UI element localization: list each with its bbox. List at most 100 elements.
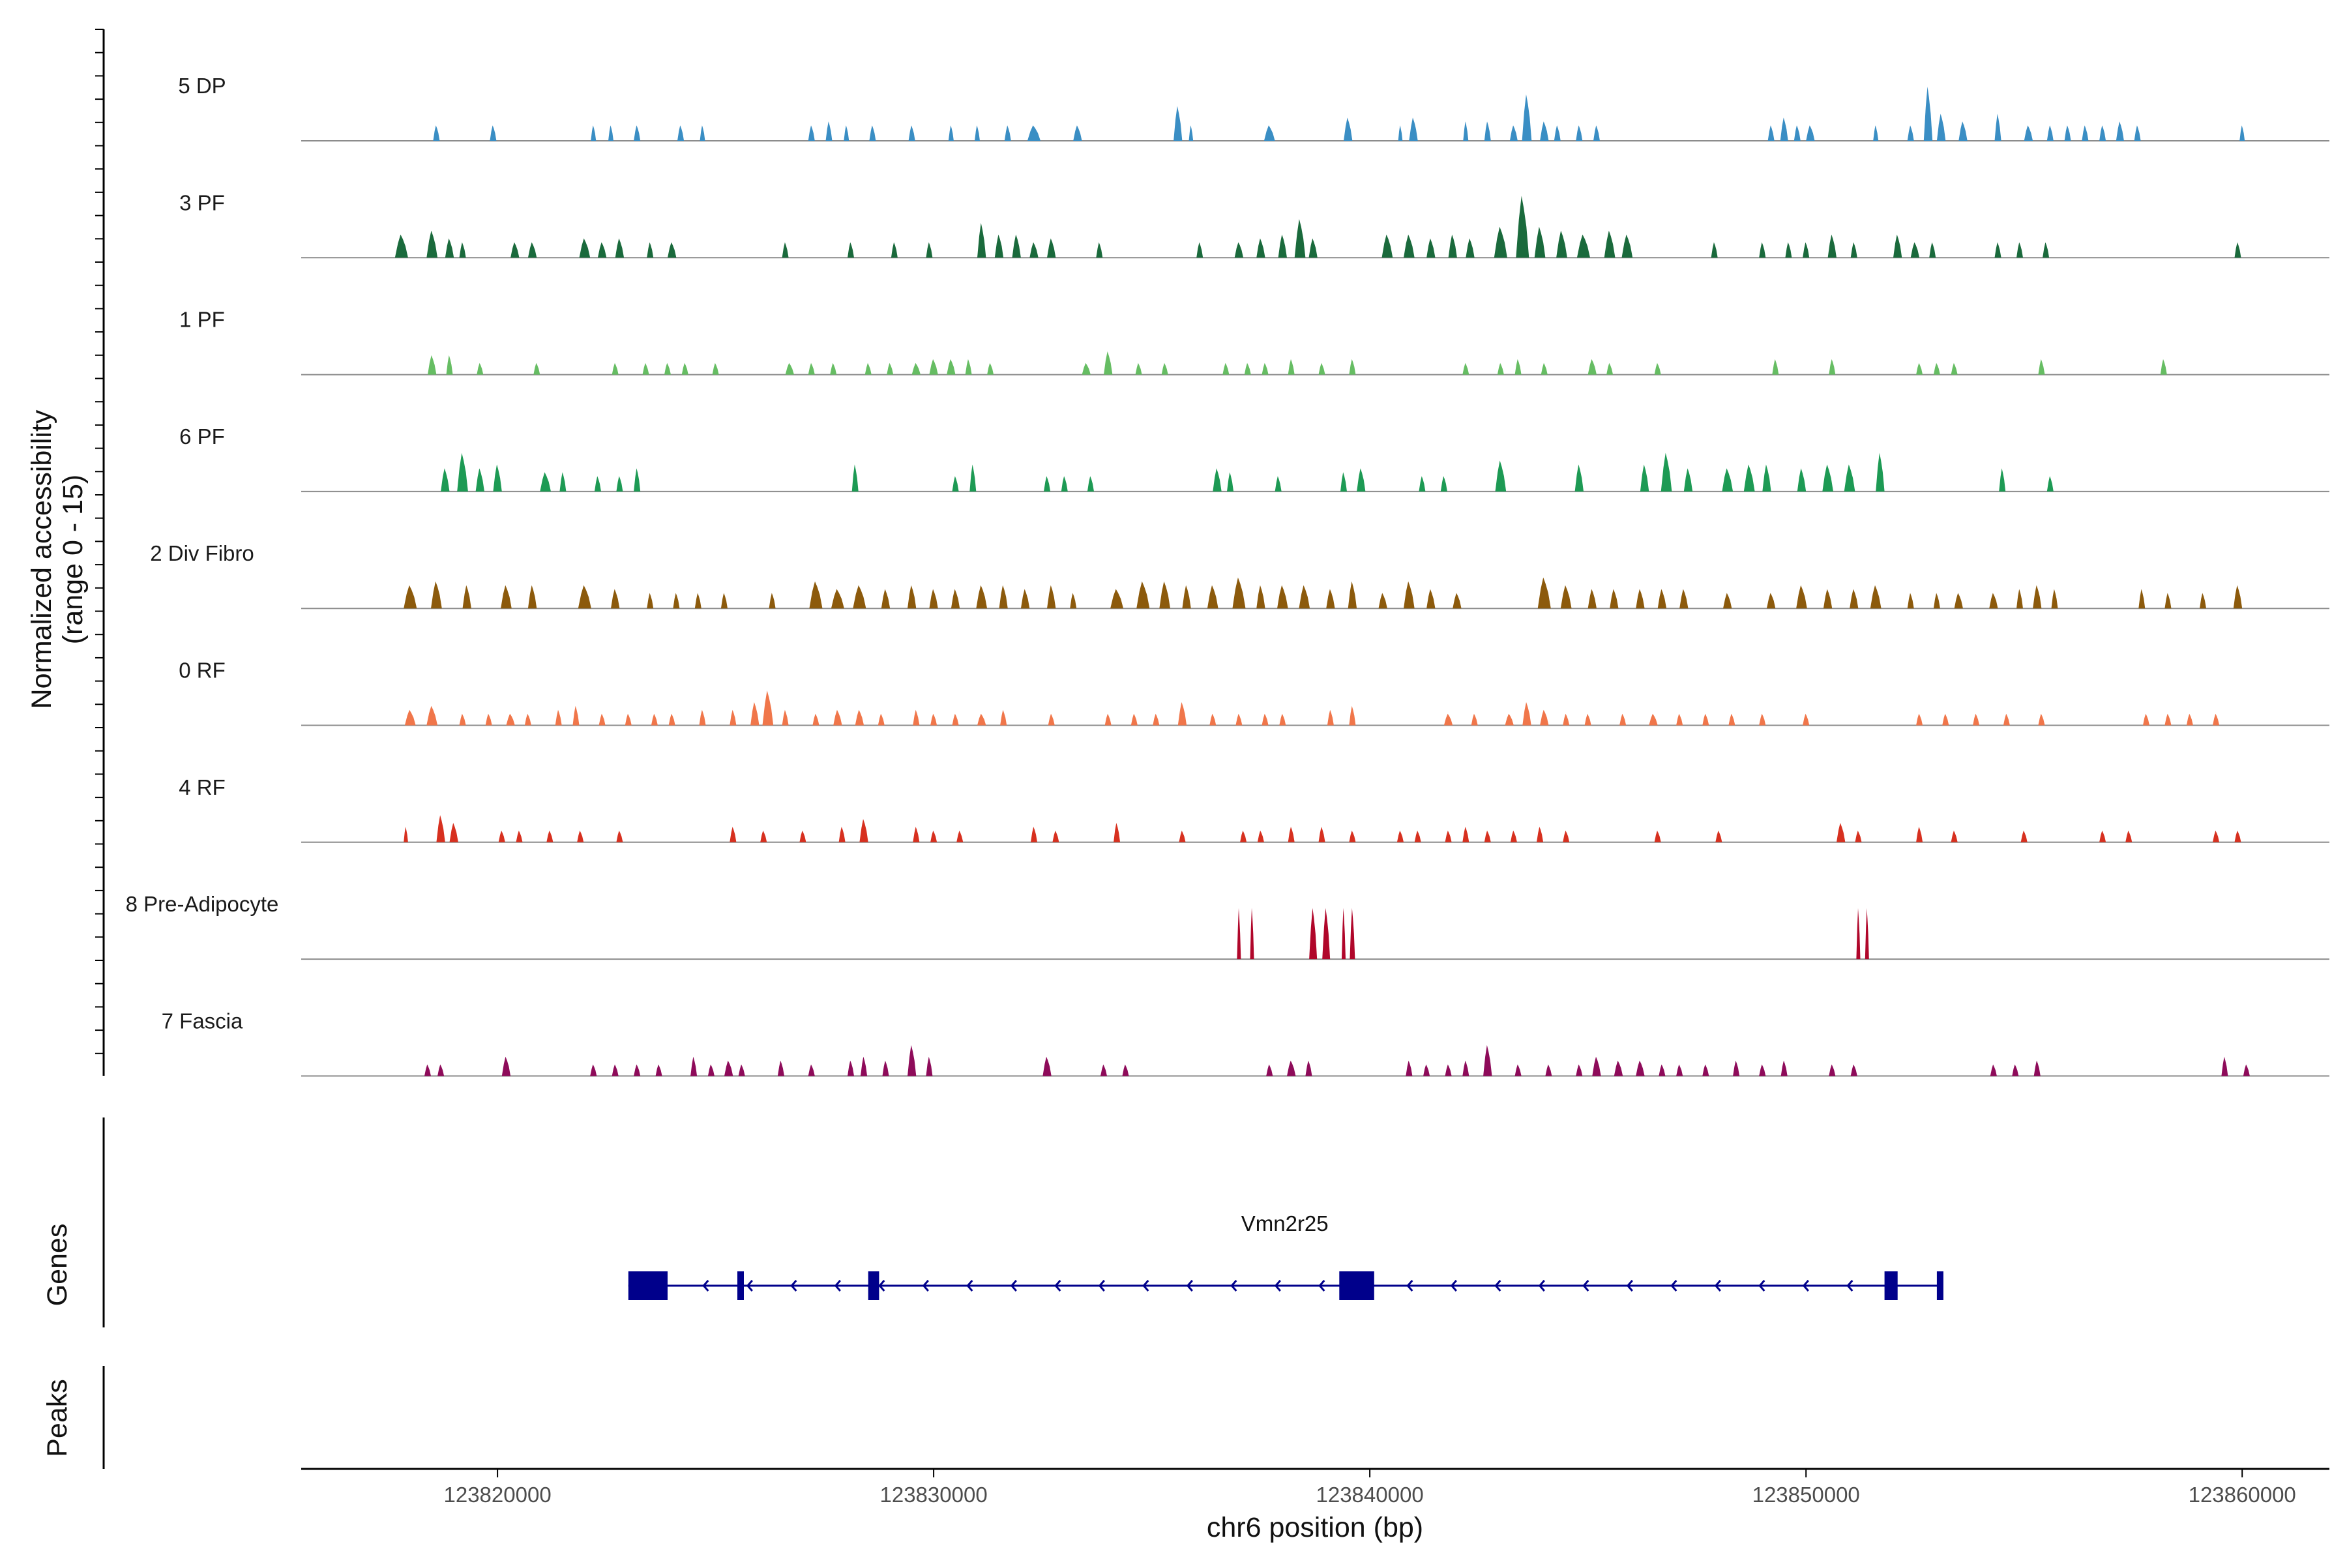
coverage-peak [546, 831, 554, 842]
coverage-peak [965, 359, 972, 375]
x-axis-title: chr6 position (bp) [1207, 1512, 1423, 1543]
strand-arrow [1010, 1280, 1017, 1292]
coverage-peak [1702, 713, 1709, 726]
coverage-peak [808, 1064, 815, 1076]
coverage-peak [712, 362, 719, 375]
coverage-peak [1537, 827, 1544, 842]
coverage-peak [1222, 362, 1230, 375]
coverage-tracks: 5 DP 3 PF 1 PF 6 PF 2 Div Fibro 0 RF 4 RF 8 Pre… [126, 74, 2329, 1077]
coverage-peak [1082, 362, 1091, 375]
coverage-peak [428, 355, 437, 375]
coverage-peak [594, 476, 601, 492]
track-7-fascia: 7 Fascia [162, 1009, 2329, 1077]
coverage-peak [1855, 831, 1862, 842]
coverage-peak [681, 362, 688, 375]
coverage-peak [999, 585, 1008, 609]
coverage-peak [908, 585, 917, 609]
coverage-peak [533, 362, 540, 375]
coverage-peak [1130, 713, 1138, 726]
coverage-peak [2186, 713, 2193, 726]
coverage-peak [1733, 1060, 1740, 1076]
coverage-peak [462, 585, 471, 609]
coverage-peak [1404, 234, 1415, 258]
coverage-peak [1196, 242, 1203, 258]
coverage-peak [572, 705, 580, 726]
track-3-pf: 3 PF [179, 190, 2329, 259]
coverage-peak [1873, 125, 1879, 141]
coverage-peak [1237, 908, 1241, 960]
coverage-peak [436, 815, 445, 842]
coverage-peak [1766, 593, 1776, 609]
coverage-peak [1715, 831, 1722, 842]
coverage-peak [591, 125, 597, 141]
coverage-peak [1723, 593, 1732, 609]
coverage-peak [1004, 125, 1011, 141]
coverage-peak [1322, 908, 1331, 960]
coverage-peak [1584, 713, 1591, 726]
coverage-peak [1342, 908, 1346, 960]
strand-arrow [834, 1280, 841, 1292]
coverage-peak [1936, 113, 1946, 141]
coverage-peak [1357, 468, 1366, 492]
coverage-peak [559, 472, 567, 492]
coverage-peak [1070, 593, 1077, 609]
coverage-peak [1803, 242, 1810, 258]
coverage-peak [1318, 827, 1325, 842]
coverage-peak [2233, 585, 2243, 609]
coverage-peak [1122, 1064, 1129, 1076]
coverage-peak [1326, 589, 1335, 609]
coverage-peak [1534, 226, 1546, 258]
coverage-peak [926, 1056, 933, 1076]
coverage-peak [1907, 593, 1914, 609]
coverage-peak [1587, 589, 1597, 609]
coverage-peak [913, 827, 920, 842]
strand-arrow [1714, 1280, 1721, 1292]
coverage-peak [700, 125, 705, 141]
coverage-peak [699, 709, 706, 726]
coverage-peak [2016, 242, 2023, 258]
coverage-peak [2024, 125, 2033, 141]
coverage-peak [1929, 242, 1936, 258]
coverage-peak [2016, 589, 2023, 609]
coverage-peak [1604, 230, 1616, 258]
coverage-peak [1610, 589, 1619, 609]
coverage-peak [1344, 117, 1353, 141]
coverage-peak [457, 452, 468, 492]
coverage-peak [1676, 713, 1683, 726]
coverage-peak [720, 593, 728, 609]
coverage-peak [1780, 1060, 1788, 1076]
coverage-peak [1188, 125, 1194, 141]
coverage-peak [1907, 125, 1914, 141]
coverage-peak [1923, 86, 1933, 141]
coverage-peak [1563, 831, 1570, 842]
strand-arrow [1274, 1280, 1281, 1292]
coverage-peak [2213, 831, 2220, 842]
coverage-peak [1574, 464, 1584, 492]
coverage-peak [1048, 713, 1055, 726]
coverage-peak [1244, 362, 1251, 375]
coverage-peak [1942, 713, 1949, 726]
coverage-peak [506, 713, 515, 726]
gene-exon [868, 1271, 879, 1300]
coverage-peak [1541, 362, 1548, 375]
coverage-peak [2234, 242, 2241, 258]
coverage-peak [851, 464, 859, 492]
coverage-peak [1287, 1060, 1296, 1076]
coverage-peak [1592, 1056, 1601, 1076]
coverage-peak [647, 593, 654, 609]
coverage-peak [634, 468, 641, 492]
coverage-peak [1462, 827, 1469, 842]
coverage-peak [785, 362, 794, 375]
track-label: 3 PF [179, 190, 225, 214]
coverage-peak [1278, 234, 1287, 258]
coverage-peak [1822, 464, 1833, 492]
coverage-peak [510, 242, 520, 258]
coverage-peak [782, 242, 789, 258]
coverage-peak [1396, 831, 1404, 842]
coverage-peak [1654, 362, 1661, 375]
coverage-peak [2051, 589, 2058, 609]
coverage-peak [493, 464, 502, 492]
coverage-peak [1398, 125, 1403, 141]
coverage-peak [1522, 702, 1531, 726]
